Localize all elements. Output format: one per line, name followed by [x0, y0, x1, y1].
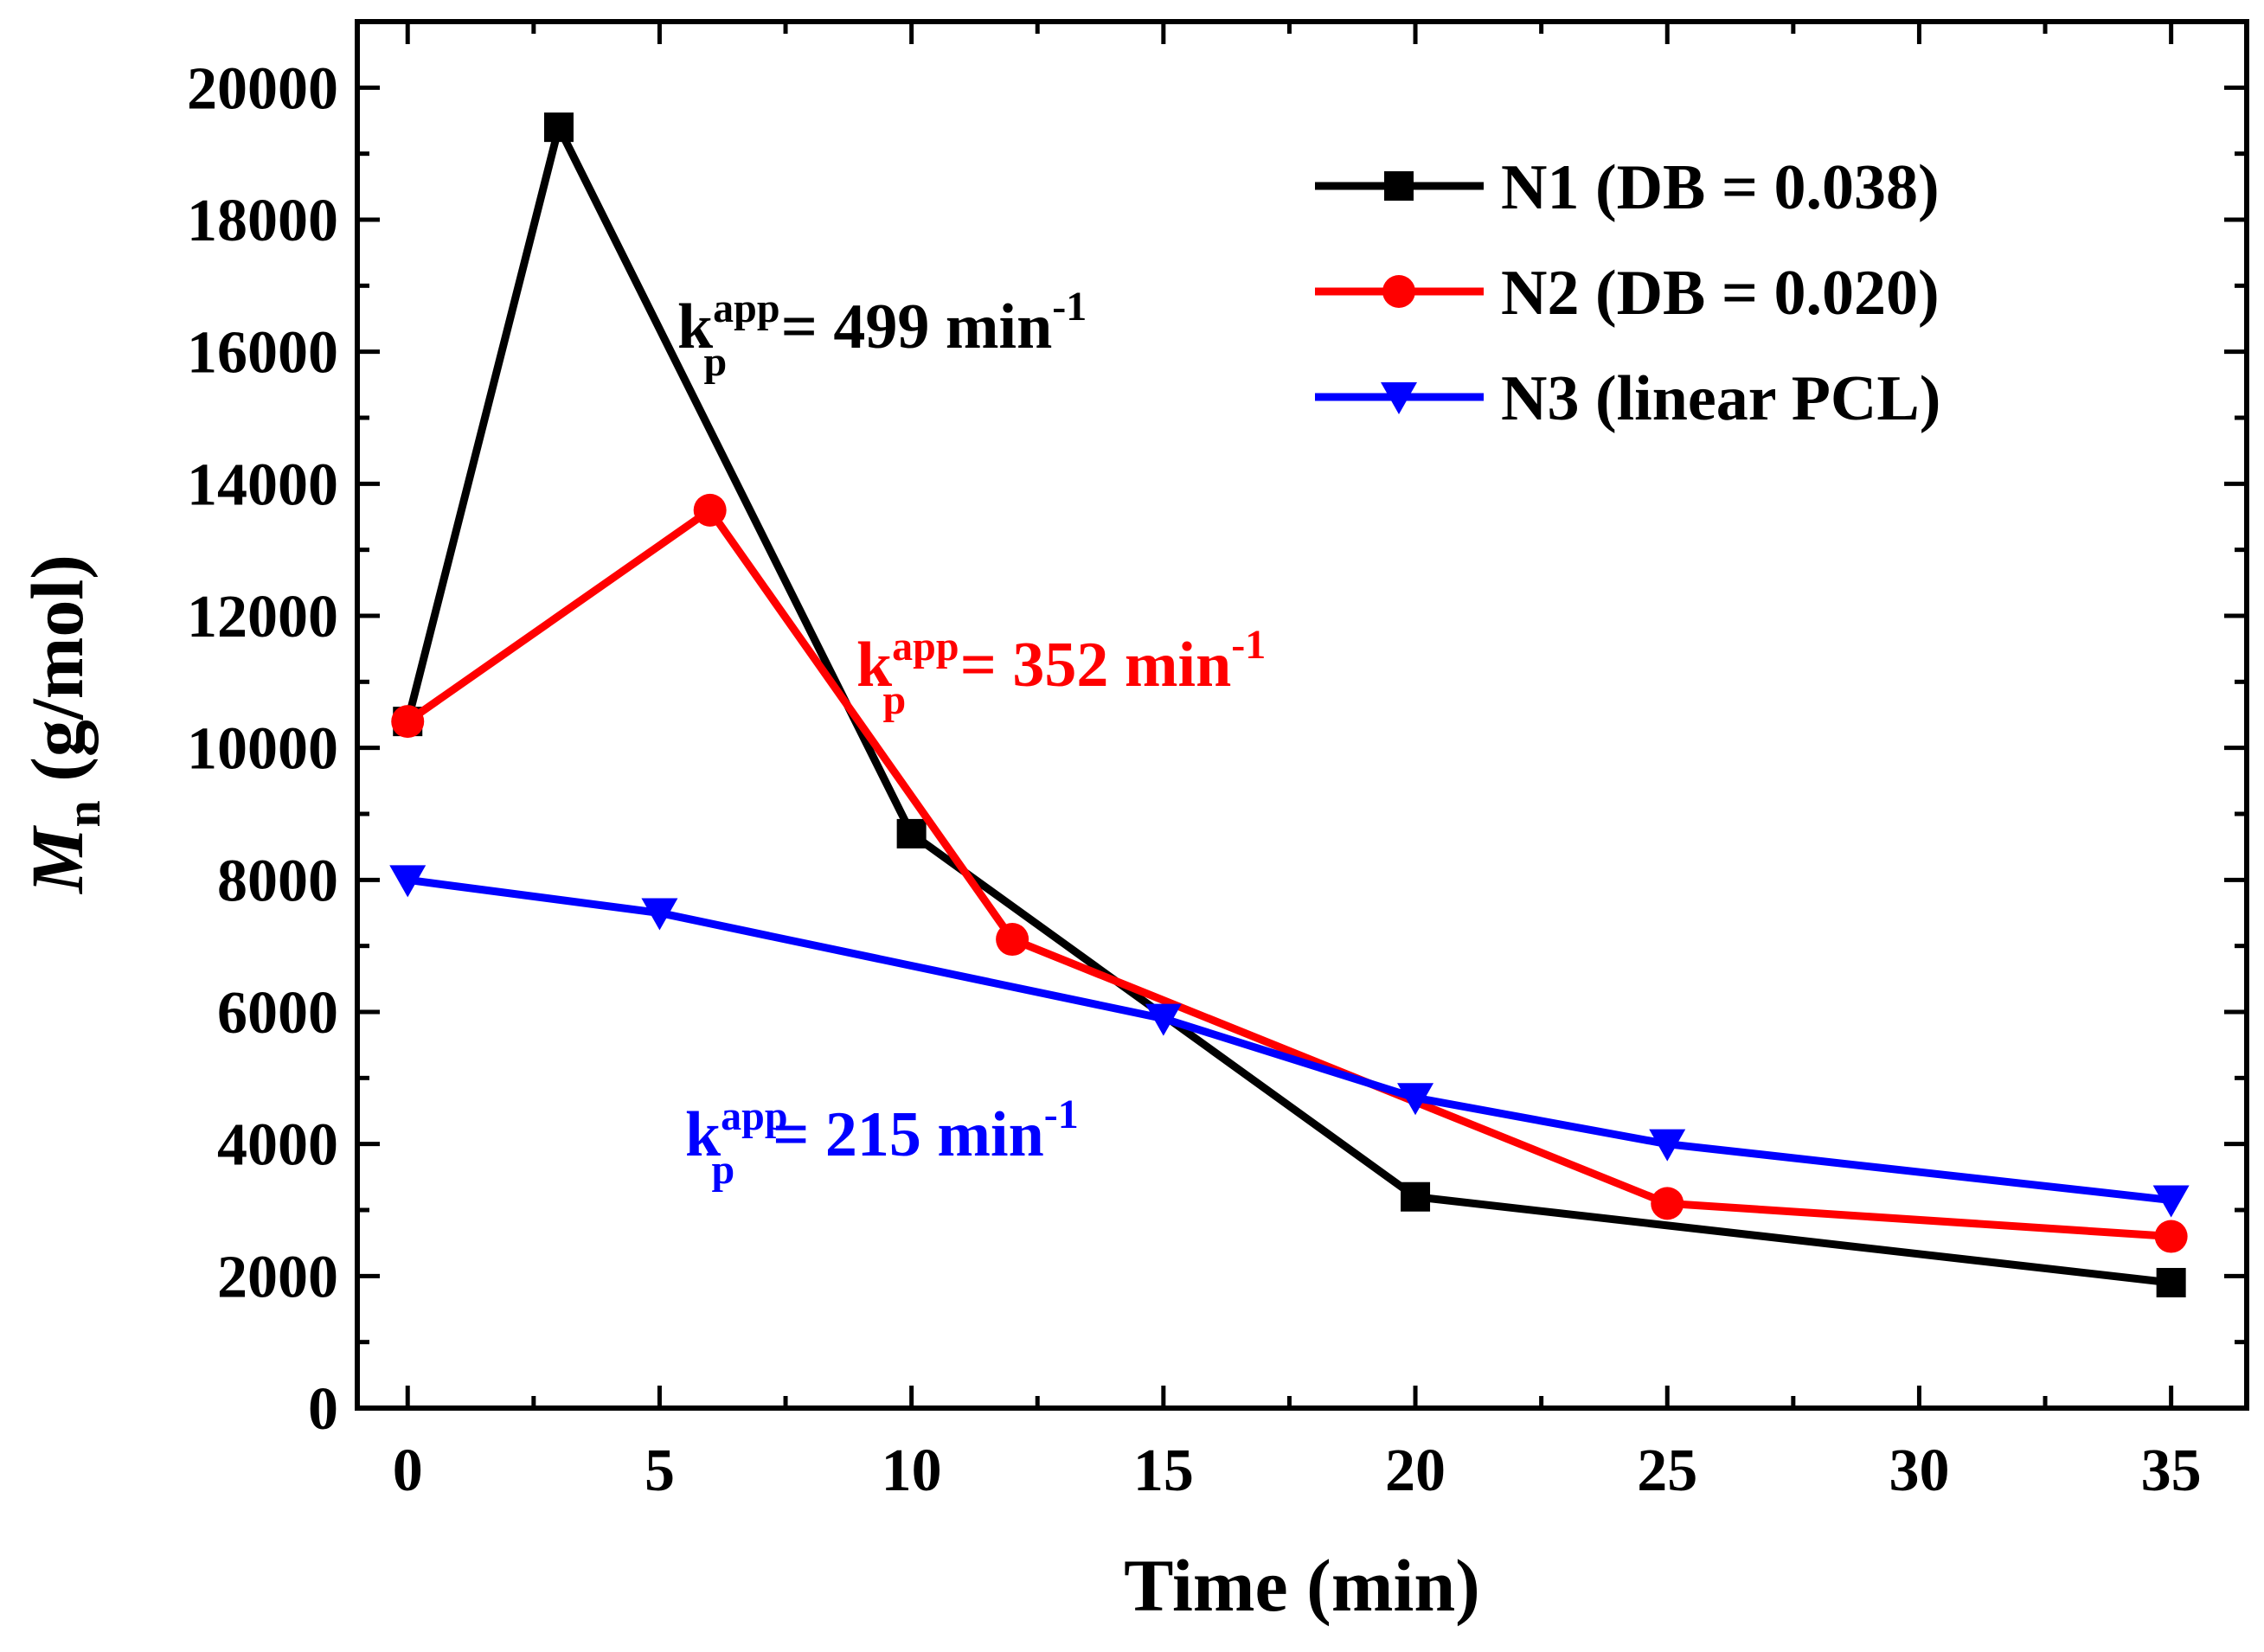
y-tick-label: 0: [308, 1376, 338, 1443]
series-1-point: [1401, 1181, 1431, 1212]
series-2-point: [391, 705, 425, 739]
series-2-point: [2154, 1220, 2188, 1253]
annotation-n3-rate: kapp p = 215 min-1: [685, 1092, 1079, 1193]
legend-marker-2: [1382, 275, 1415, 308]
y-tick-label: 2000: [217, 1244, 338, 1310]
annotation-n2-rate: kapp p = 352 min-1: [856, 622, 1266, 723]
x-tick-label: 10: [882, 1437, 942, 1504]
annotation-n1-rate: kapp p = 499 min-1: [677, 284, 1087, 385]
x-tick-label: 35: [2141, 1437, 2202, 1504]
series-2-point: [996, 923, 1029, 957]
series-3-line: [407, 875, 2172, 1205]
series-2-line: [405, 504, 2171, 1241]
y-tick-label: 8000: [217, 848, 338, 914]
series-2-point: [1651, 1187, 1684, 1220]
legend-label-3: N3 (linear PCL): [1501, 363, 1940, 434]
x-tick-label: 20: [1385, 1437, 1446, 1504]
series-3-point: [1397, 1083, 1434, 1116]
series-3-point: [1145, 1003, 1182, 1036]
series-layer: [389, 112, 2190, 1297]
series-3-point: [389, 865, 427, 898]
plot-frame: [355, 19, 2249, 1411]
x-tick-label: 5: [645, 1437, 675, 1504]
x-tick-label: 15: [1133, 1437, 1194, 1504]
y-tick-label: 18000: [187, 188, 338, 254]
series-1-point: [2156, 1267, 2186, 1297]
legend: N1 (DB = 0.038) N2 (DB = 0.020) N3 (linear…: [1315, 152, 1940, 434]
series-1-point: [896, 818, 927, 848]
y-tick-label: 16000: [187, 320, 338, 387]
y-tick-label: 20000: [187, 55, 338, 122]
x-tick-label: 25: [1637, 1437, 1697, 1504]
x-tick-label: 0: [393, 1437, 423, 1504]
x-tick-label: 30: [1889, 1437, 1949, 1504]
series-2: [391, 493, 2188, 1253]
legend-label-2: N2 (DB = 0.020): [1501, 258, 1940, 329]
legend-marker-1: [1384, 171, 1414, 201]
series-1-point: [543, 112, 574, 143]
y-tick-label: 10000: [187, 716, 338, 783]
y-axis-title-rest: (g/mol): [16, 554, 99, 800]
legend-marker-3: [1381, 382, 1417, 414]
series-3-point: [1649, 1129, 1686, 1162]
y-axis-ticks: 0 2000 4000 6000 8000 10000 12000 14000 16000 180…: [187, 55, 2247, 1443]
y-tick-label: 14000: [187, 451, 338, 518]
legend-label-1: N1 (DB = 0.038): [1501, 152, 1940, 223]
y-tick-label: 6000: [217, 980, 338, 1047]
series-2-point: [693, 493, 727, 527]
x-axis-ticks: 0 5 10 15 20 25 30 35: [393, 22, 2202, 1504]
y-axis-title-sub: n: [57, 800, 111, 827]
series-3-point: [2152, 1185, 2190, 1218]
y-tick-label: 12000: [187, 584, 338, 650]
y-axis-title: Mn (g/mol): [16, 554, 111, 895]
y-tick-label: 4000: [217, 1112, 338, 1179]
series-3: [389, 865, 2190, 1218]
series-3-point: [641, 898, 678, 931]
y-axis-title-main: M: [16, 825, 99, 895]
x-axis-title: Time (min): [1124, 1544, 1480, 1627]
